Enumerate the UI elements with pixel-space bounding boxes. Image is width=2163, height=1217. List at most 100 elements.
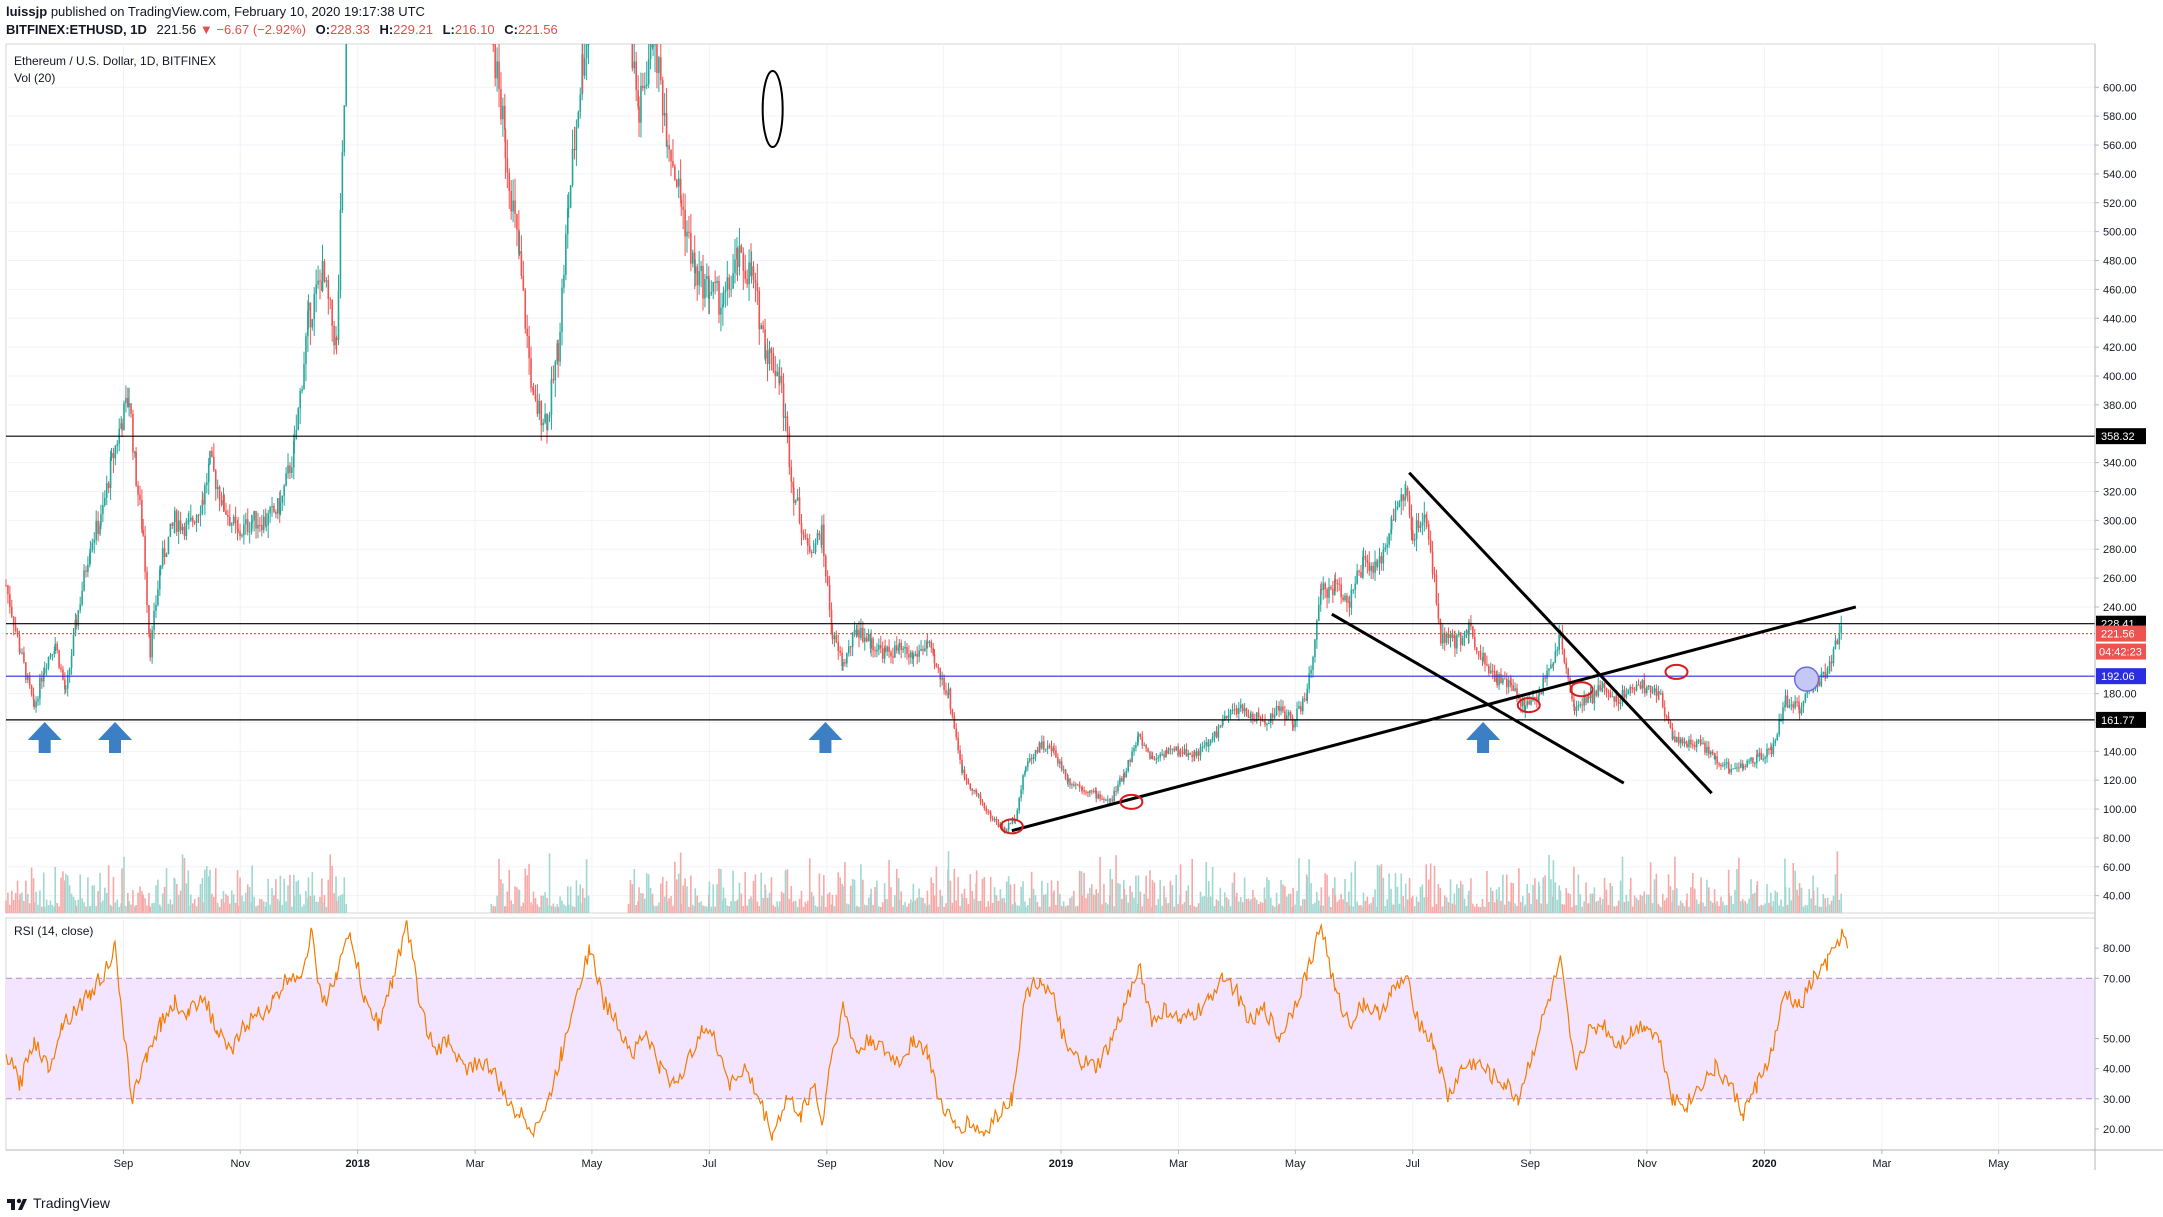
candle-body [1802,701,1805,707]
candle-body [1113,790,1115,802]
volume-bar [1165,903,1168,913]
candle-body [1209,740,1212,744]
volume-bar [214,868,217,913]
candle-body [1677,736,1680,744]
candle-body [1193,752,1196,756]
volume-bar [1704,906,1706,913]
candle-body [1064,769,1067,779]
candle-body [45,667,48,669]
candle-body [167,536,170,555]
volume-bar [1394,872,1397,913]
volume-bar [1447,902,1450,913]
candle-body [1350,589,1353,608]
volume-bar [561,900,563,913]
candle-body [1057,757,1059,764]
volume-bar [295,881,298,913]
candle-body [1191,754,1193,758]
level-price-label: 221.56 [2101,629,2135,641]
volume-bar [110,906,113,913]
candle-body [1627,689,1630,694]
candle-body [267,513,269,526]
candle-body [54,643,57,651]
rsi-tick-label: 40.00 [2103,1064,2131,1076]
volume-bar [1778,905,1780,913]
candle-body [1301,698,1304,712]
volume-bar [1734,889,1736,913]
price-tick-label: 560.00 [2103,140,2137,152]
volume-bar [550,905,553,913]
candle-body [1087,791,1089,793]
candle-body [1550,664,1552,669]
volume-bar [720,869,722,913]
candle-body [1312,656,1314,670]
volume-bar [287,885,289,913]
volume-bar [1275,892,1278,913]
candle-body [139,494,141,501]
volume-bar [269,904,271,913]
candle-body [853,629,856,633]
publisher[interactable]: luissjp [6,4,48,19]
candle-body [1526,700,1528,706]
volume-bar [1161,905,1163,913]
volume-bar [1808,889,1811,913]
candle-body [1581,704,1584,706]
candle-body [1695,740,1698,747]
volume-bar [1147,898,1149,913]
volume-bar [1352,906,1355,913]
volume-bar [335,900,338,913]
volume-bar [1245,898,1248,913]
candle-body [1404,487,1407,497]
candle-body [1798,708,1801,714]
candle-body [1658,691,1660,694]
candle-body [1286,715,1288,720]
candle-body [1404,496,1406,501]
candle-body [1074,784,1077,786]
candle-body [1344,595,1346,601]
candle-body [1081,787,1083,791]
candle-body [649,44,652,60]
volume-bar [149,906,151,913]
volume-bar [567,904,570,913]
volume-bar [647,874,650,913]
candle-body [1683,741,1686,744]
volume-bar [742,906,745,913]
candle-body [1780,720,1782,722]
candle-body [878,645,880,650]
candle-body [794,500,797,503]
candle-body [1368,562,1371,571]
candle-body [1544,677,1546,679]
candle-body [1036,750,1039,753]
change: −6.67 (−2.92%) [216,22,306,37]
candle-body [1629,686,1632,688]
candle-body [323,261,326,282]
tradingview-logo[interactable]: TradingView [6,1192,110,1214]
volume-bar [1830,900,1833,913]
up-arrow-icon [808,722,843,753]
volume-bar [95,905,97,913]
candle-body [1542,677,1544,695]
volume-bar [261,899,263,913]
candle-body [214,470,217,490]
candle-body [1376,563,1379,567]
candle-body [1472,626,1474,638]
candle-body [265,525,268,527]
candle-body [1826,671,1829,674]
volume-bar [127,892,129,913]
candle-body [1741,763,1744,769]
volume-bar [1613,906,1616,913]
candle-body [581,54,584,76]
volume-bar [1558,885,1560,913]
candle-body [1139,734,1142,737]
candle-body [808,545,811,552]
volume-bar [85,906,87,913]
candle-body [818,533,821,536]
candle-body [223,495,225,511]
candle-body [1479,651,1482,658]
candle-body [1413,538,1416,541]
candle-body [1296,708,1298,721]
volume-bar [1169,880,1172,913]
candle-body [190,517,192,521]
candle-body [1298,706,1300,709]
candle-body [1266,723,1268,725]
volume-bar [245,892,247,913]
